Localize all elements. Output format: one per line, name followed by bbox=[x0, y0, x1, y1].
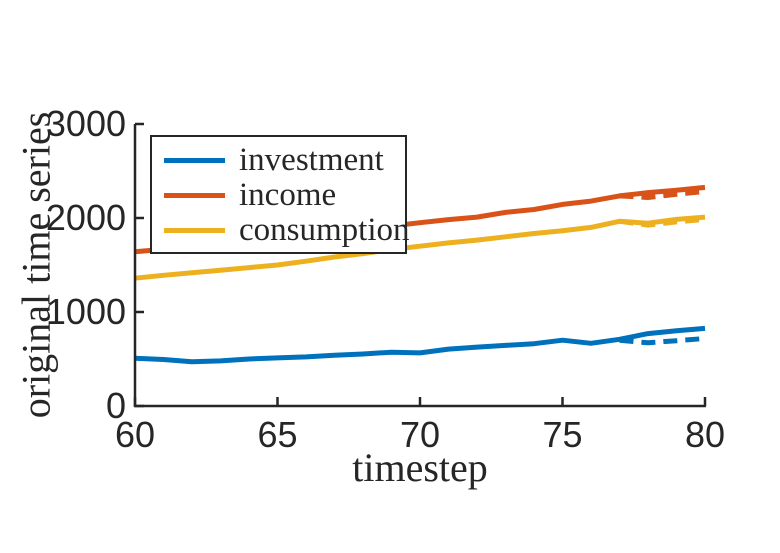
legend-label: income bbox=[239, 177, 337, 213]
x-tick-label: 60 bbox=[114, 414, 156, 455]
x-tick-label: 65 bbox=[257, 414, 298, 455]
series-line-consumption-forecast bbox=[619, 216, 706, 228]
y-tick-label: 3000 bbox=[45, 103, 126, 144]
legend-entry-investment: investment bbox=[164, 143, 405, 178]
series-line-investment bbox=[134, 325, 706, 365]
legend-entry-consumption: consumption bbox=[164, 213, 410, 248]
y-axis-label: original time series bbox=[13, 111, 59, 419]
legend-label: investment bbox=[239, 142, 384, 178]
x-tick-label: 75 bbox=[542, 414, 583, 455]
y-tick-label: 0 bbox=[105, 385, 126, 426]
y-tick-label: 1000 bbox=[45, 291, 126, 332]
legend-entry-income: income bbox=[164, 178, 405, 213]
series-line-income-forecast bbox=[619, 189, 706, 200]
series-line-consumption bbox=[134, 214, 706, 281]
x-tick-label: 70 bbox=[399, 414, 441, 455]
investment-line-swatch bbox=[164, 158, 225, 163]
income-line-swatch bbox=[164, 193, 225, 198]
legend: investment income consumption bbox=[150, 135, 410, 254]
consumption-line-swatch bbox=[164, 228, 225, 233]
series-line-investment-forecast bbox=[619, 336, 706, 346]
y-tick-label: 2000 bbox=[45, 197, 126, 238]
legend-label: consumption bbox=[239, 212, 410, 248]
x-tick-label: 80 bbox=[684, 414, 726, 455]
x-axis-label: timestep bbox=[352, 445, 488, 490]
